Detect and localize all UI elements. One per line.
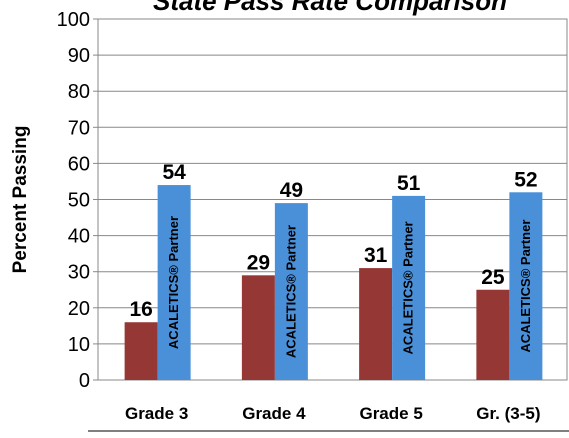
- data-label-series-2: 49: [280, 179, 303, 202]
- y-tick-label: 100: [57, 9, 90, 31]
- y-tick-label: 50: [68, 190, 90, 212]
- in-bar-label: ACALETICS® Partner: [283, 225, 298, 358]
- data-label-series-2: 54: [162, 161, 186, 184]
- x-tick-label: Grade 4: [242, 404, 306, 423]
- data-label-series-1: 16: [129, 298, 152, 321]
- data-label-series-2: 51: [397, 172, 421, 195]
- x-tick-label: Gr. (3-5): [476, 404, 540, 423]
- in-bar-label: ACALETICS® Partner: [166, 216, 181, 349]
- bar-series-1: [241, 275, 275, 380]
- bar-series-1: [476, 289, 510, 380]
- data-label-series-1: 25: [481, 266, 505, 289]
- y-tick-label: 20: [68, 298, 90, 320]
- in-bar-label: ACALETICS® Partner: [401, 221, 416, 354]
- bar-series-2: [392, 195, 426, 380]
- y-tick-label: 80: [68, 81, 90, 103]
- x-tick-label: Grade 3: [125, 404, 188, 423]
- y-tick-label: 40: [68, 226, 90, 248]
- data-label-series-2: 52: [514, 168, 537, 191]
- y-tick-label: 70: [68, 117, 90, 139]
- data-label-series-1: 31: [364, 244, 388, 267]
- bar-series-2: [509, 192, 543, 380]
- data-label-series-1: 29: [247, 251, 270, 274]
- y-tick-label: 10: [68, 334, 90, 356]
- y-tick-label: 90: [68, 45, 90, 67]
- y-axis-label: Percent Passing: [10, 126, 31, 274]
- y-tick-label: 30: [68, 262, 90, 284]
- chart-title: State Pass Rate Comparison: [153, 0, 507, 16]
- x-tick-label: Grade 5: [359, 404, 422, 423]
- bar-series-1: [124, 322, 158, 380]
- bar-series-2: [157, 185, 191, 380]
- bar-series-2: [274, 203, 308, 380]
- y-tick-label: 60: [68, 153, 90, 175]
- in-bar-label: ACALETICS® Partner: [518, 220, 533, 353]
- plot-area: 0 10 20 30 40 50 60 70 80 90 100 16 54 ACALETICS® Par…: [57, 9, 569, 432]
- y-tick-label: 0: [79, 370, 90, 392]
- bar-series-1: [359, 268, 393, 380]
